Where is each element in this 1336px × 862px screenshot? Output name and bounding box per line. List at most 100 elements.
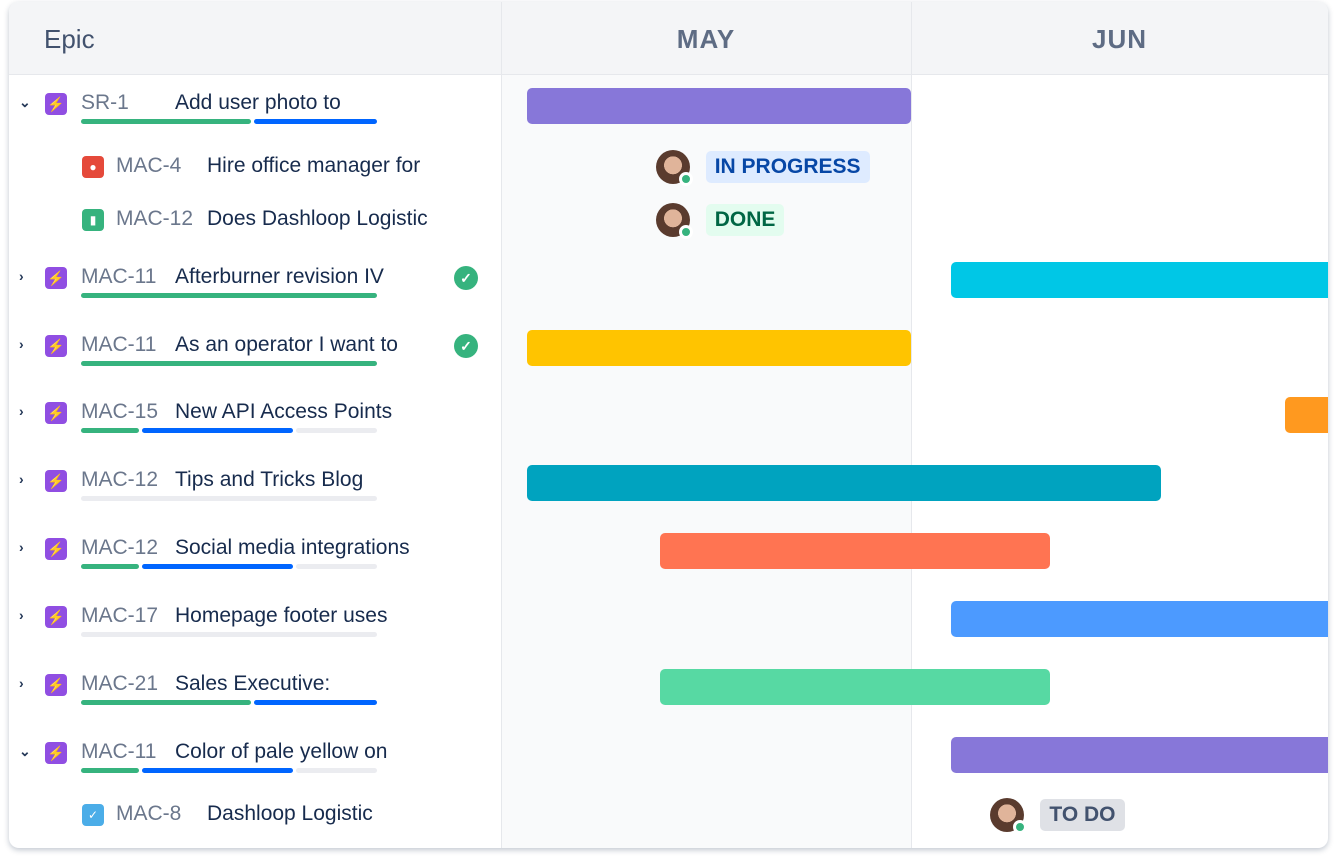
progress-segment xyxy=(253,119,377,124)
issue-key[interactable]: MAC-17 xyxy=(81,604,159,627)
issue-title[interactable]: Hire office manager for xyxy=(207,154,421,177)
child-issue-row[interactable]: ▮ MAC-12 Does Dashloop Logistic xyxy=(9,202,501,242)
progress-bar xyxy=(81,768,377,773)
issue-key[interactable]: MAC-11 xyxy=(81,265,157,288)
chevron-down-icon[interactable]: ⌄ xyxy=(19,743,31,759)
epic-lightning-icon: ⚡ xyxy=(45,402,67,424)
progress-bar xyxy=(81,632,377,637)
epic-row[interactable]: › ⚡ MAC-17 Homepage footer uses xyxy=(9,599,501,639)
issue-title[interactable]: Sales Executive: xyxy=(175,672,331,695)
assignee-avatar[interactable] xyxy=(655,203,693,239)
done-check-icon: ✓ xyxy=(454,334,478,358)
epic-lightning-icon: ⚡ xyxy=(45,93,67,115)
assignee-avatar[interactable] xyxy=(655,150,693,186)
progress-segment xyxy=(81,293,377,298)
chevron-right-icon[interactable]: › xyxy=(19,675,24,691)
issue-title[interactable]: Does Dashloop Logistic xyxy=(207,207,428,230)
chevron-right-icon[interactable]: › xyxy=(19,403,24,419)
issue-title[interactable]: New API Access Points xyxy=(175,400,393,423)
progress-bar xyxy=(81,293,377,298)
epic-lightning-icon: ⚡ xyxy=(45,606,67,628)
online-status-dot xyxy=(678,172,693,186)
epic-timeline-bar[interactable] xyxy=(659,669,1050,705)
chevron-right-icon[interactable]: › xyxy=(19,471,24,487)
epic-row[interactable]: › ⚡ MAC-15 New API Access Points xyxy=(9,395,501,435)
progress-segment xyxy=(81,768,139,773)
chevron-down-icon[interactable]: ⌄ xyxy=(19,94,31,110)
issue-key[interactable]: SR-1 xyxy=(81,91,129,114)
task-icon: ✓ xyxy=(82,804,104,826)
issue-title[interactable]: Color of pale yellow on xyxy=(175,740,388,763)
child-issue-row[interactable]: ✓ MAC-8 Dashloop Logistic xyxy=(9,797,501,837)
assignee-avatar[interactable] xyxy=(990,798,1028,834)
issue-title[interactable]: Tips and Tricks Blog xyxy=(175,468,364,491)
epic-lightning-icon: ⚡ xyxy=(45,470,67,492)
progress-segment xyxy=(81,361,377,366)
epic-timeline-bar[interactable] xyxy=(1284,397,1328,433)
month-jun: JUN xyxy=(1091,24,1147,54)
child-issue-row[interactable]: ● MAC-4 Hire office manager for xyxy=(9,149,501,189)
progress-bar xyxy=(81,428,377,433)
issue-key[interactable]: MAC-4 xyxy=(116,154,182,177)
issue-title[interactable]: Add user photo to xyxy=(175,91,341,114)
epic-row[interactable]: ⌄ ⚡ MAC-11 Color of pale yellow on xyxy=(9,735,501,775)
timeline-header: Epic MAY JUN xyxy=(9,2,1328,75)
epic-lightning-icon: ⚡ xyxy=(45,742,67,764)
epic-timeline-bar[interactable] xyxy=(527,88,911,124)
month-may: MAY xyxy=(676,24,736,54)
epic-timeline-bar[interactable] xyxy=(950,601,1328,637)
epic-timeline-bar[interactable] xyxy=(659,533,1050,569)
online-status-dot xyxy=(1013,820,1028,834)
progress-segment xyxy=(142,768,293,773)
epic-row[interactable]: › ⚡ MAC-11 Afterburner revision IV ✓ xyxy=(9,260,501,300)
issue-key[interactable]: MAC-8 xyxy=(116,802,182,825)
epic-row[interactable]: › ⚡ MAC-12 Tips and Tricks Blog xyxy=(9,463,501,503)
issue-key[interactable]: MAC-12 xyxy=(116,207,194,230)
epic-lightning-icon: ⚡ xyxy=(45,267,67,289)
may-column-bg xyxy=(501,75,911,848)
epic-row[interactable]: ⌄ ⚡ SR-1 Add user photo to xyxy=(9,86,501,126)
bug-icon: ● xyxy=(82,156,104,178)
issue-key[interactable]: MAC-11 xyxy=(81,333,157,356)
epic-column-header: Epic xyxy=(44,24,95,54)
progress-bar xyxy=(81,700,377,705)
issue-title[interactable]: As an operator I want to xyxy=(175,333,398,356)
issue-title[interactable]: Social media integrations xyxy=(175,536,410,559)
issue-title[interactable]: Dashloop Logistic xyxy=(207,802,373,825)
month-divider xyxy=(911,2,912,848)
issue-key[interactable]: MAC-12 xyxy=(81,536,159,559)
chevron-right-icon[interactable]: › xyxy=(19,268,24,284)
progress-bar xyxy=(81,564,377,569)
epic-lightning-icon: ⚡ xyxy=(45,674,67,696)
epic-row[interactable]: › ⚡ MAC-21 Sales Executive: xyxy=(9,667,501,707)
issue-title[interactable]: Homepage footer uses xyxy=(175,604,388,627)
epic-lightning-icon: ⚡ xyxy=(45,335,67,357)
progress-bar xyxy=(81,119,377,124)
issue-key[interactable]: MAC-21 xyxy=(81,672,159,695)
progress-segment xyxy=(81,496,377,501)
issue-key[interactable]: MAC-15 xyxy=(81,400,159,423)
progress-bar xyxy=(81,496,377,501)
epic-timeline-bar[interactable] xyxy=(527,330,911,366)
epic-timeline-bar[interactable] xyxy=(527,465,1162,501)
progress-segment xyxy=(142,564,293,569)
epic-row[interactable]: › ⚡ MAC-12 Social media integrations xyxy=(9,531,501,571)
issue-key[interactable]: MAC-11 xyxy=(81,740,157,763)
chevron-right-icon[interactable]: › xyxy=(19,607,24,623)
progress-segment xyxy=(81,119,251,124)
progress-segment xyxy=(81,428,139,433)
chevron-right-icon[interactable]: › xyxy=(19,539,24,555)
status-lozenge[interactable]: IN PROGRESS xyxy=(705,151,870,183)
epic-timeline-bar[interactable] xyxy=(950,262,1328,298)
done-check-icon: ✓ xyxy=(454,266,478,290)
status-lozenge[interactable]: DONE xyxy=(705,204,785,236)
chevron-right-icon[interactable]: › xyxy=(19,336,24,352)
epic-timeline-bar[interactable] xyxy=(950,737,1328,773)
issue-key[interactable]: MAC-12 xyxy=(81,468,159,491)
epic-row[interactable]: › ⚡ MAC-11 As an operator I want to ✓ xyxy=(9,328,501,368)
progress-segment xyxy=(253,700,377,705)
status-lozenge[interactable]: TO DO xyxy=(1040,799,1125,831)
progress-segment xyxy=(81,564,139,569)
issue-title[interactable]: Afterburner revision IV xyxy=(175,265,384,288)
epic-lightning-icon: ⚡ xyxy=(45,538,67,560)
